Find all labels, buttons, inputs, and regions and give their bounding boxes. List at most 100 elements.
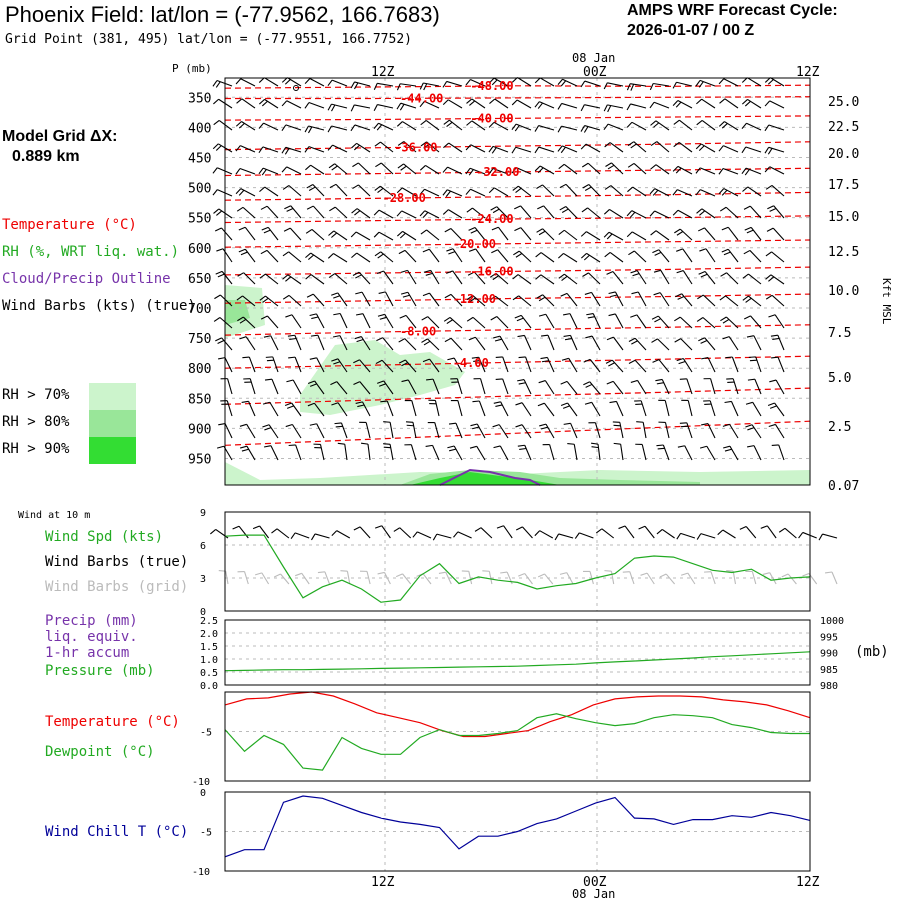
- wind-barb: [478, 357, 486, 373]
- wind-barb: [469, 167, 486, 175]
- wind-barb: [769, 100, 785, 109]
- wind-barb: [724, 98, 739, 109]
- wind-barb-flag: [356, 338, 364, 343]
- wind-barb-flag: [285, 276, 292, 282]
- wind-barb-flag: [444, 293, 452, 299]
- wind-barb-flag: [676, 231, 684, 236]
- wind-barb-flag: [560, 80, 567, 87]
- wind-barb-flag: [288, 356, 296, 359]
- wind-barb-flag: [285, 314, 293, 318]
- wind-barb: [561, 102, 578, 109]
- wind-barb-flag: [327, 79, 333, 87]
- wind-barb: [542, 184, 555, 197]
- wind-barb: [542, 294, 555, 307]
- rh90-label: RH > 90%: [2, 441, 70, 457]
- wind-barb: [337, 402, 348, 417]
- isotherm-label: -16.00: [470, 265, 513, 279]
- wind-barb-flag: [604, 185, 612, 190]
- wind-barb: [706, 445, 716, 461]
- wind-barb-flag: [512, 295, 519, 301]
- wind-barb: [707, 423, 716, 439]
- wind-barb-flag: [743, 249, 751, 255]
- wind-barb-flag: [491, 226, 499, 231]
- wind-barb-flag: [581, 162, 589, 168]
- surface-wind-barb-grid-flag: [537, 573, 545, 578]
- wind-barb-flag: [420, 119, 427, 126]
- wind-barb-flag: [337, 442, 345, 445]
- wind-barb-flag: [212, 143, 219, 150]
- surface-wind-barb-grid: [280, 573, 290, 585]
- wind-barb-flag: [541, 360, 549, 363]
- wind-barb-flag: [470, 423, 478, 427]
- wind-barb-flag: [654, 318, 661, 323]
- wind-barb: [377, 82, 394, 87]
- wind-barb-flag: [442, 99, 449, 106]
- wind-barb: [636, 270, 647, 285]
- wind-barb: [226, 400, 233, 417]
- surface-wind-barb-true: [522, 526, 533, 539]
- wind-barb: [518, 250, 532, 263]
- wind-barb: [630, 103, 647, 109]
- wind-barb: [224, 357, 233, 373]
- surface-wind-barb-true: [457, 531, 472, 539]
- wind-barb-flag: [238, 248, 246, 253]
- wind-barb-flag: [767, 79, 774, 85]
- isotherm-line: [224, 239, 811, 248]
- wind-barb: [288, 294, 302, 307]
- pressure-tick-label: 400: [188, 121, 211, 136]
- wind-barb: [609, 142, 624, 153]
- wind-barb-flag: [353, 144, 360, 151]
- wind-barb-flag: [259, 295, 266, 301]
- wind-barb: [389, 444, 394, 461]
- wind-barb-flag: [466, 316, 474, 322]
- wind-barb-flag: [309, 383, 317, 387]
- wind-barb-flag: [400, 269, 408, 273]
- wind-barb-flag: [719, 295, 726, 301]
- wind-barb: [426, 141, 440, 153]
- wind-barb-flag: [606, 271, 614, 275]
- wind-barb-flag: [564, 338, 573, 341]
- wind-barb: [294, 335, 302, 351]
- wind-barb: [678, 141, 693, 153]
- wind-barb: [569, 335, 578, 351]
- rh70-label: RH > 70%: [2, 387, 70, 403]
- wind-barb: [631, 210, 647, 219]
- wind-barb-flag: [765, 294, 773, 300]
- wind-barb: [769, 166, 785, 175]
- wind-barb: [241, 121, 256, 131]
- wind-barb: [425, 164, 440, 175]
- wind-barb-flag: [674, 316, 681, 322]
- wind-barb-flag: [489, 295, 496, 301]
- wind-barb-flag: [583, 381, 590, 386]
- wind-barb-flag: [765, 274, 772, 280]
- wind-barb: [768, 124, 785, 131]
- wind-barb-flag: [767, 148, 773, 155]
- wind-barb-flag: [350, 231, 357, 238]
- isotherm-line: [224, 115, 811, 121]
- wind-barb-flag: [764, 124, 770, 132]
- wind-barb: [725, 295, 739, 307]
- wind-barb-flag: [672, 81, 677, 89]
- wind-barb-flag: [383, 443, 391, 445]
- wind-barb: [642, 422, 647, 439]
- wind-barb-flag: [352, 271, 360, 276]
- surface-wind-barb-grid: [769, 572, 777, 585]
- wind-barb-flag: [722, 318, 730, 324]
- temperature-tick: -10: [192, 777, 210, 788]
- wind-barb: [316, 423, 325, 439]
- top-date-label: 08 Jan: [572, 51, 615, 65]
- wind-barb-flag: [768, 314, 776, 318]
- wind-barb-flag: [767, 205, 774, 210]
- wind-barb-flag: [235, 145, 241, 152]
- wind-barb-flag: [652, 359, 660, 363]
- wind-barb: [607, 82, 624, 87]
- wind-barb-flag: [284, 205, 291, 210]
- bottom-time-tick: 12Z: [796, 875, 820, 890]
- wind-barb-flag: [720, 272, 727, 277]
- wind-chill-panel-frame: [224, 791, 811, 872]
- wind-barb-flag: [262, 424, 270, 428]
- wind-barb: [334, 163, 348, 175]
- surface-wind-barb-grid-flag: [500, 571, 508, 574]
- wind-barb-flag: [610, 294, 618, 298]
- wind-barb-flag: [240, 445, 248, 449]
